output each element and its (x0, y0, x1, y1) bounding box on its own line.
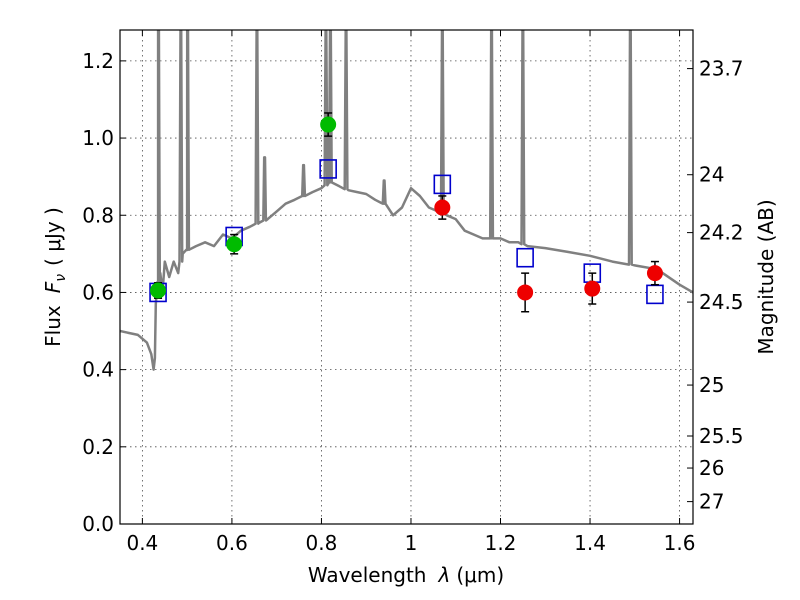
observed-point (584, 280, 601, 297)
model-photometry-point (319, 159, 337, 179)
x-tick-label: 0.4 (126, 531, 158, 555)
right-tick-label: 25.5 (699, 424, 744, 448)
y-tick-label: 1.2 (82, 49, 114, 73)
observed-point (226, 236, 243, 253)
right-tick-label: 24.5 (699, 290, 744, 314)
observed-point (517, 284, 534, 301)
x-tick-label: 0.6 (216, 531, 248, 555)
y-tick-label: 0.0 (82, 512, 114, 536)
y-tick-label: 0.8 (82, 203, 114, 227)
right-tick-label: 27 (699, 490, 724, 514)
y-tick-label: 0.4 (82, 358, 114, 382)
axis-ticks: 0.4 0.6 0.8 1 1.2 1.4 1.6 0.0 0.2 0.4 0.6 0.8 1.0 1.2… (82, 30, 744, 555)
observed-point (646, 265, 663, 282)
x-tick-label: 1.4 (574, 531, 606, 555)
model-photometry-point (646, 284, 664, 305)
right-axis-label: Magnitude (AB) (754, 199, 778, 354)
observed-point (150, 282, 167, 299)
y-axis-label: FluxFν( μJy ) (41, 207, 69, 347)
x-tick-label: 0.8 (306, 531, 338, 555)
x-tick-label: 1 (405, 531, 418, 555)
x-axis-label: Wavelength λ (μm) (308, 563, 504, 587)
plot-frame (119, 29, 694, 525)
x-tick-label: 1.2 (485, 531, 517, 555)
right-tick-label: 26 (699, 456, 724, 480)
model-photometry-point (516, 247, 534, 268)
plot-area (120, 30, 693, 371)
observed-point (434, 199, 451, 216)
y-tick-label: 1.0 (82, 126, 114, 150)
right-tick-label: 25 (699, 373, 724, 397)
observed-point (320, 116, 337, 133)
y-tick-label: 0.2 (82, 435, 114, 459)
right-tick-label: 23.7 (699, 57, 744, 81)
right-tick-label: 24.2 (699, 221, 744, 245)
right-tick-label: 24 (699, 163, 724, 187)
model-photometry-point (433, 174, 452, 195)
grid (120, 30, 693, 525)
y-tick-label: 0.6 (82, 280, 114, 304)
x-tick-label: 1.6 (664, 531, 696, 555)
sed-model-line (120, 30, 693, 371)
